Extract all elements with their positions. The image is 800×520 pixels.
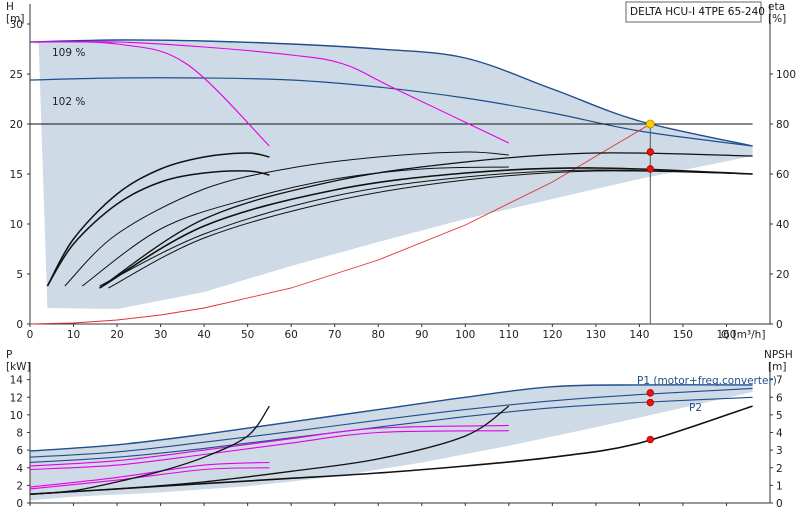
p1-series-label: P1 (motor+freq.converter) — [637, 375, 777, 387]
magenta-curve-2 — [29, 41, 510, 144]
q-x-tick-label: 70 — [328, 329, 341, 341]
efficiency-curve-7 — [99, 169, 753, 287]
q-x-tick-label: 20 — [110, 329, 123, 341]
npsh-y-tick-label: 7 — [776, 375, 783, 387]
q-x-tick-label: 50 — [241, 329, 254, 341]
system-curve — [29, 123, 651, 325]
q-x-tick-label: 100 — [455, 329, 475, 341]
npsh-curve-1 — [29, 405, 270, 495]
q-x-tick-label: 140 — [629, 329, 649, 341]
annotation-109: 109 % — [52, 47, 85, 59]
head-y-tick-label: 20 — [10, 119, 23, 131]
head-y-tick-label: 30 — [10, 19, 23, 31]
npsh-y-tick-label: 1 — [776, 480, 783, 492]
power-axis-unit: [kW] — [6, 361, 31, 373]
eta-y-tick-label: 80 — [776, 119, 789, 131]
curve-102-percent — [29, 77, 753, 147]
power-curve-mid — [29, 387, 753, 458]
head-chart: 0 5 10 15 20 25 30 0 20 40 60 80 100 0 10 20 30 40 50 60 70 8… — [6, 1, 796, 341]
chart-title: DELTA HCU-I 4TPE 65-240 — [630, 6, 765, 18]
eta-y-tick-label: 100 — [776, 69, 796, 81]
power-y-tick-label: 10 — [10, 410, 23, 422]
p1-curve — [29, 384, 753, 452]
power-envelope-area — [30, 384, 753, 501]
head-y-tick-label: 5 — [16, 269, 23, 281]
q-x-tick-label: 120 — [542, 329, 562, 341]
p2-curve — [29, 396, 753, 464]
eta-y-tick-label: 0 — [776, 319, 783, 331]
head-y-tick-label: 15 — [10, 169, 23, 181]
q-x-tick-label: 80 — [372, 329, 385, 341]
eta-axis-name: eta — [768, 1, 785, 13]
power-y-tick-label: 2 — [16, 480, 23, 492]
efficiency-curve-8 — [108, 170, 753, 289]
q-x-tick-label: 30 — [154, 329, 167, 341]
q-x-tick-label: 60 — [284, 329, 297, 341]
npsh-y-tick-label: 6 — [776, 392, 783, 404]
power-y-tick-label: 4 — [16, 463, 23, 475]
q-x-tick-label: 40 — [197, 329, 210, 341]
p2-series-label: P2 — [689, 402, 702, 414]
npsh-y-tick-label: 3 — [776, 445, 783, 457]
head-axis-name: H — [6, 1, 14, 13]
power-y-tick-label: 12 — [10, 392, 23, 404]
power-y-tick-label: 6 — [16, 445, 23, 457]
eta-axis-unit: [%] — [768, 13, 786, 25]
head-envelope-area — [30, 39, 753, 309]
head-y-tick-label: 25 — [10, 69, 23, 81]
q-x-tick-label: 160 — [716, 329, 736, 341]
power-operating-point-marker — [646, 398, 654, 407]
operating-point-marker — [646, 165, 654, 173]
title-box — [625, 1, 762, 23]
head-axis-unit: [m] — [6, 13, 24, 25]
npsh-y-tick-label: 5 — [776, 410, 783, 422]
q-x-tick-label: 0 — [27, 329, 34, 341]
npsh-y-tick-label: 0 — [776, 498, 783, 510]
eta-y-tick-label: 60 — [776, 169, 789, 181]
q-x-tick-label: 150 — [673, 329, 693, 341]
efficiency-curve-4 — [81, 166, 509, 287]
power-operating-point-marker — [646, 389, 654, 397]
magenta-power-curve-1 — [29, 424, 509, 467]
power-axis-name: P — [6, 349, 12, 361]
power-y-tick-label: 14 — [10, 375, 24, 387]
q-x-tick-label: 10 — [67, 329, 80, 341]
power-y-tick-label: 0 — [16, 498, 23, 510]
duty-point-marker — [645, 119, 655, 129]
q-x-tick-label: 130 — [586, 329, 606, 341]
efficiency-curve-2 — [46, 170, 270, 287]
curve-109-percent — [29, 39, 753, 147]
head-y-tick-label: 10 — [10, 219, 23, 231]
q-axis-label: Q [m³/h] — [721, 329, 765, 341]
power-y-tick-label: 8 — [16, 428, 23, 440]
npsh-y-tick-label: 4 — [776, 428, 783, 440]
npsh-axis-name: NPSH — [764, 349, 793, 361]
npsh-y-tick-label: 2 — [776, 463, 783, 475]
efficiency-curve-5 — [99, 152, 753, 289]
magenta-power-curve-4 — [29, 467, 270, 490]
annotation-102: 102 % — [52, 96, 85, 108]
power-operating-point-marker — [646, 435, 654, 444]
q-x-tick-label: 110 — [499, 329, 519, 341]
head-y-tick-label: 0 — [16, 319, 23, 331]
efficiency-curve-6 — [99, 167, 753, 289]
magenta-power-curve-2 — [29, 430, 509, 471]
eta-y-tick-label: 40 — [776, 219, 789, 231]
npsh-axis-unit: [m] — [768, 361, 786, 373]
eta-y-tick-label: 20 — [776, 269, 789, 281]
npsh-curve-3 — [29, 405, 753, 495]
q-x-tick-label: 90 — [415, 329, 428, 341]
efficiency-curve-1 — [46, 152, 270, 287]
operating-point-marker — [646, 148, 654, 156]
efficiency-curve-3 — [64, 151, 509, 287]
